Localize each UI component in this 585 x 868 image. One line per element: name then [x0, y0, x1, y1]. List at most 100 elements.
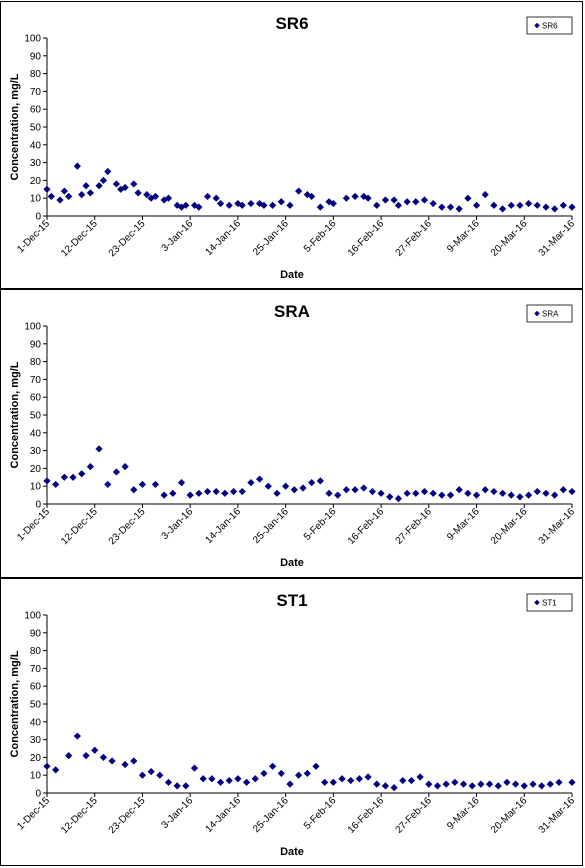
- data-point: [160, 491, 168, 499]
- data-point: [104, 167, 112, 176]
- data-point: [433, 782, 442, 790]
- data-point: [446, 203, 455, 211]
- data-point: [295, 771, 303, 779]
- data-point: [99, 753, 108, 761]
- data-point: [104, 480, 112, 489]
- data-point: [186, 491, 194, 499]
- data-point: [95, 445, 103, 453]
- data-point: [60, 473, 68, 481]
- data-point: [56, 196, 64, 204]
- data-point: [247, 199, 255, 208]
- data-point: [559, 486, 567, 494]
- data-point: [147, 768, 155, 776]
- series-sr6: [43, 162, 576, 213]
- data-point: [464, 489, 472, 497]
- y-axis-label: Concentration, mg/L: [9, 361, 21, 468]
- data-point: [481, 486, 489, 494]
- data-point: [82, 752, 90, 760]
- data-point: [464, 194, 472, 202]
- data-point: [43, 185, 51, 193]
- y-tick-label: 20: [30, 753, 42, 764]
- data-point: [60, 187, 68, 195]
- legend-marker: [534, 22, 540, 29]
- data-point: [472, 491, 481, 499]
- data-point: [308, 192, 316, 201]
- data-point: [525, 199, 533, 208]
- chart-panel-st1: ST1 0 10 20 30 40 50 60 70 80 90 100 1-Dec-15 12-Dec-…: [0, 578, 583, 866]
- legend: SR6: [526, 16, 573, 35]
- data-point: [121, 760, 129, 769]
- x-tick-label: 3-Jan-16: [160, 795, 196, 831]
- data-point: [290, 486, 298, 494]
- data-point: [251, 775, 259, 783]
- data-point: [459, 780, 468, 788]
- data-point: [52, 480, 60, 489]
- data-point: [108, 757, 116, 765]
- data-point: [203, 192, 212, 201]
- x-tick-label: 1-Dec-15: [15, 218, 52, 255]
- y-tick-label: 100: [24, 34, 41, 45]
- data-point: [347, 776, 355, 785]
- y-tick-label: 60: [30, 682, 42, 693]
- data-point: [234, 775, 242, 783]
- data-point: [269, 201, 277, 209]
- legend-label: SRA: [542, 310, 559, 319]
- data-point: [182, 201, 190, 209]
- series-sra: [43, 445, 576, 503]
- x-axis-label: Date: [280, 846, 304, 858]
- x-tick-label: 9-Mar-16: [445, 506, 482, 543]
- chart-panel-sr6: SR6 0 10 20 30 40 50 60 70 80 90 100 1-Dec-15 12-Dec-…: [0, 1, 583, 289]
- data-point: [511, 780, 520, 788]
- data-point: [299, 484, 307, 492]
- data-point: [412, 489, 420, 497]
- data-point: [69, 473, 77, 481]
- data-point: [490, 201, 498, 209]
- data-point: [420, 196, 429, 204]
- data-point: [195, 203, 203, 211]
- data-point: [177, 479, 186, 487]
- y-tick-label: 90: [30, 628, 42, 639]
- data-point: [238, 201, 246, 209]
- x-tick-label: 20-Mar-16: [489, 506, 530, 547]
- y-tick-label: 50: [30, 700, 42, 711]
- data-point: [260, 769, 268, 778]
- x-tick-label: 31-Mar-16: [537, 218, 578, 259]
- data-point: [221, 489, 229, 497]
- data-point: [321, 778, 329, 786]
- data-point: [329, 199, 337, 208]
- chart-title: SRA: [274, 302, 310, 321]
- data-point: [542, 203, 550, 211]
- x-tick-label: 3-Jan-16: [160, 506, 196, 542]
- x-tick-label: 16-Feb-16: [346, 218, 387, 259]
- data-point: [216, 199, 225, 208]
- y-tick-label: 100: [24, 322, 41, 333]
- x-tick-label: 16-Feb-16: [346, 506, 387, 547]
- data-point: [273, 489, 281, 497]
- data-point: [373, 201, 381, 209]
- x-tick-label: 5-Feb-16: [302, 506, 339, 543]
- chart-title: ST1: [276, 591, 307, 610]
- y-tick-label: 20: [30, 176, 42, 187]
- y-tick-label: 50: [30, 411, 42, 422]
- data-point: [407, 776, 416, 785]
- y-tick-label: 100: [24, 611, 41, 622]
- data-point: [130, 486, 138, 494]
- y-tick-label: 10: [30, 771, 42, 782]
- data-point: [238, 487, 246, 496]
- data-point: [203, 487, 212, 496]
- chart-svg-sra: SRA 0 10 20 30 40 50 60 70 80 90 100 1-Dec-15 12-Dec-…: [9, 302, 577, 569]
- x-tick-label: 27-Feb-16: [394, 218, 435, 259]
- data-point: [316, 477, 324, 485]
- y-tick-label: 80: [30, 69, 42, 80]
- data-point: [325, 198, 333, 206]
- data-point: [256, 475, 264, 483]
- data-point: [394, 201, 403, 209]
- data-point: [516, 493, 524, 501]
- y-tick-label: 0: [35, 500, 41, 511]
- data-point: [82, 182, 90, 190]
- data-point: [416, 773, 424, 781]
- data-point: [455, 486, 463, 494]
- data-point: [568, 203, 576, 211]
- legend-box: [526, 304, 573, 323]
- data-point: [533, 487, 541, 496]
